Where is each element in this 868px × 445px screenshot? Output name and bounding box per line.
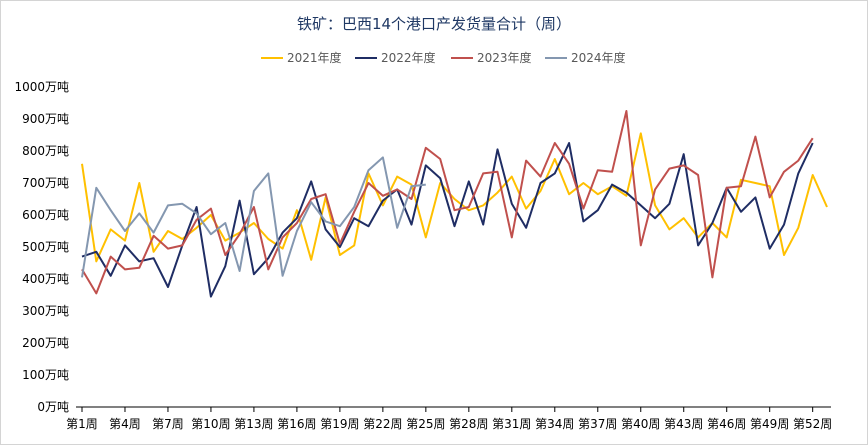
- x-tick-label-12: 第37周: [578, 417, 617, 431]
- y-tick-label-6: 600万吨: [22, 208, 69, 222]
- y-tick-label-9: 900万吨: [22, 112, 69, 126]
- y-tick-label-7: 700万吨: [22, 176, 69, 190]
- x-axis: 第1周 第4周 第7周 第10周 第13周 第16周 第19周 第22周 第25周 第28周 第31…: [66, 406, 832, 431]
- legend: 2021年度 2022年度 2023年度 2024年度: [261, 50, 626, 65]
- series-line-1: [81, 142, 814, 298]
- y-tick-label-10: 1000万吨: [14, 80, 69, 94]
- series-line-0: [81, 132, 828, 263]
- x-tick-label-17: 第52周: [793, 417, 832, 431]
- legend-label-0: 2021年度: [287, 50, 342, 65]
- y-tick-label-3: 300万吨: [22, 304, 69, 318]
- legend-label-1: 2022年度: [381, 50, 436, 65]
- y-tick-label-1: 100万吨: [22, 368, 69, 382]
- legend-label-2: 2023年度: [477, 50, 532, 65]
- x-tick-label-6: 第19周: [320, 417, 359, 431]
- x-tick-label-9: 第28周: [449, 417, 488, 431]
- chart-title: 铁矿：巴西14个港口产发货量合计（周）: [297, 15, 571, 33]
- y-tick-label-2: 200万吨: [22, 336, 69, 350]
- x-tick-label-14: 第43周: [664, 417, 703, 431]
- x-tick-label-0: 第1周: [66, 417, 98, 431]
- y-tick-label-5: 500万吨: [22, 240, 69, 254]
- y-tick-label-4: 400万吨: [22, 272, 69, 286]
- series-line-2: [81, 110, 814, 295]
- x-tick-label-15: 第46周: [707, 417, 746, 431]
- x-tick-label-5: 第16周: [277, 417, 316, 431]
- x-tick-label-8: 第25周: [406, 417, 445, 431]
- x-tick-label-16: 第49周: [750, 417, 789, 431]
- x-tick-label-3: 第10周: [191, 417, 230, 431]
- plot-area: [81, 110, 828, 298]
- series-line-3: [81, 156, 426, 278]
- x-tick-label-2: 第7周: [152, 417, 184, 431]
- legend-label-3: 2024年度: [571, 50, 626, 65]
- x-tick-label-7: 第22周: [363, 417, 402, 431]
- y-tick-label-8: 800万吨: [22, 144, 69, 158]
- y-tick-label-0: 0万吨: [37, 400, 69, 414]
- x-tick-label-1: 第4周: [109, 417, 141, 431]
- x-tick-label-13: 第40周: [621, 417, 660, 431]
- x-tick-label-10: 第31周: [492, 417, 531, 431]
- x-tick-label-4: 第13周: [234, 417, 273, 431]
- y-axis: 0万吨 100万吨 200万吨 300万吨 400万吨 500万吨 600万吨 700万吨 80…: [14, 80, 69, 414]
- x-tick-label-11: 第34周: [535, 417, 574, 431]
